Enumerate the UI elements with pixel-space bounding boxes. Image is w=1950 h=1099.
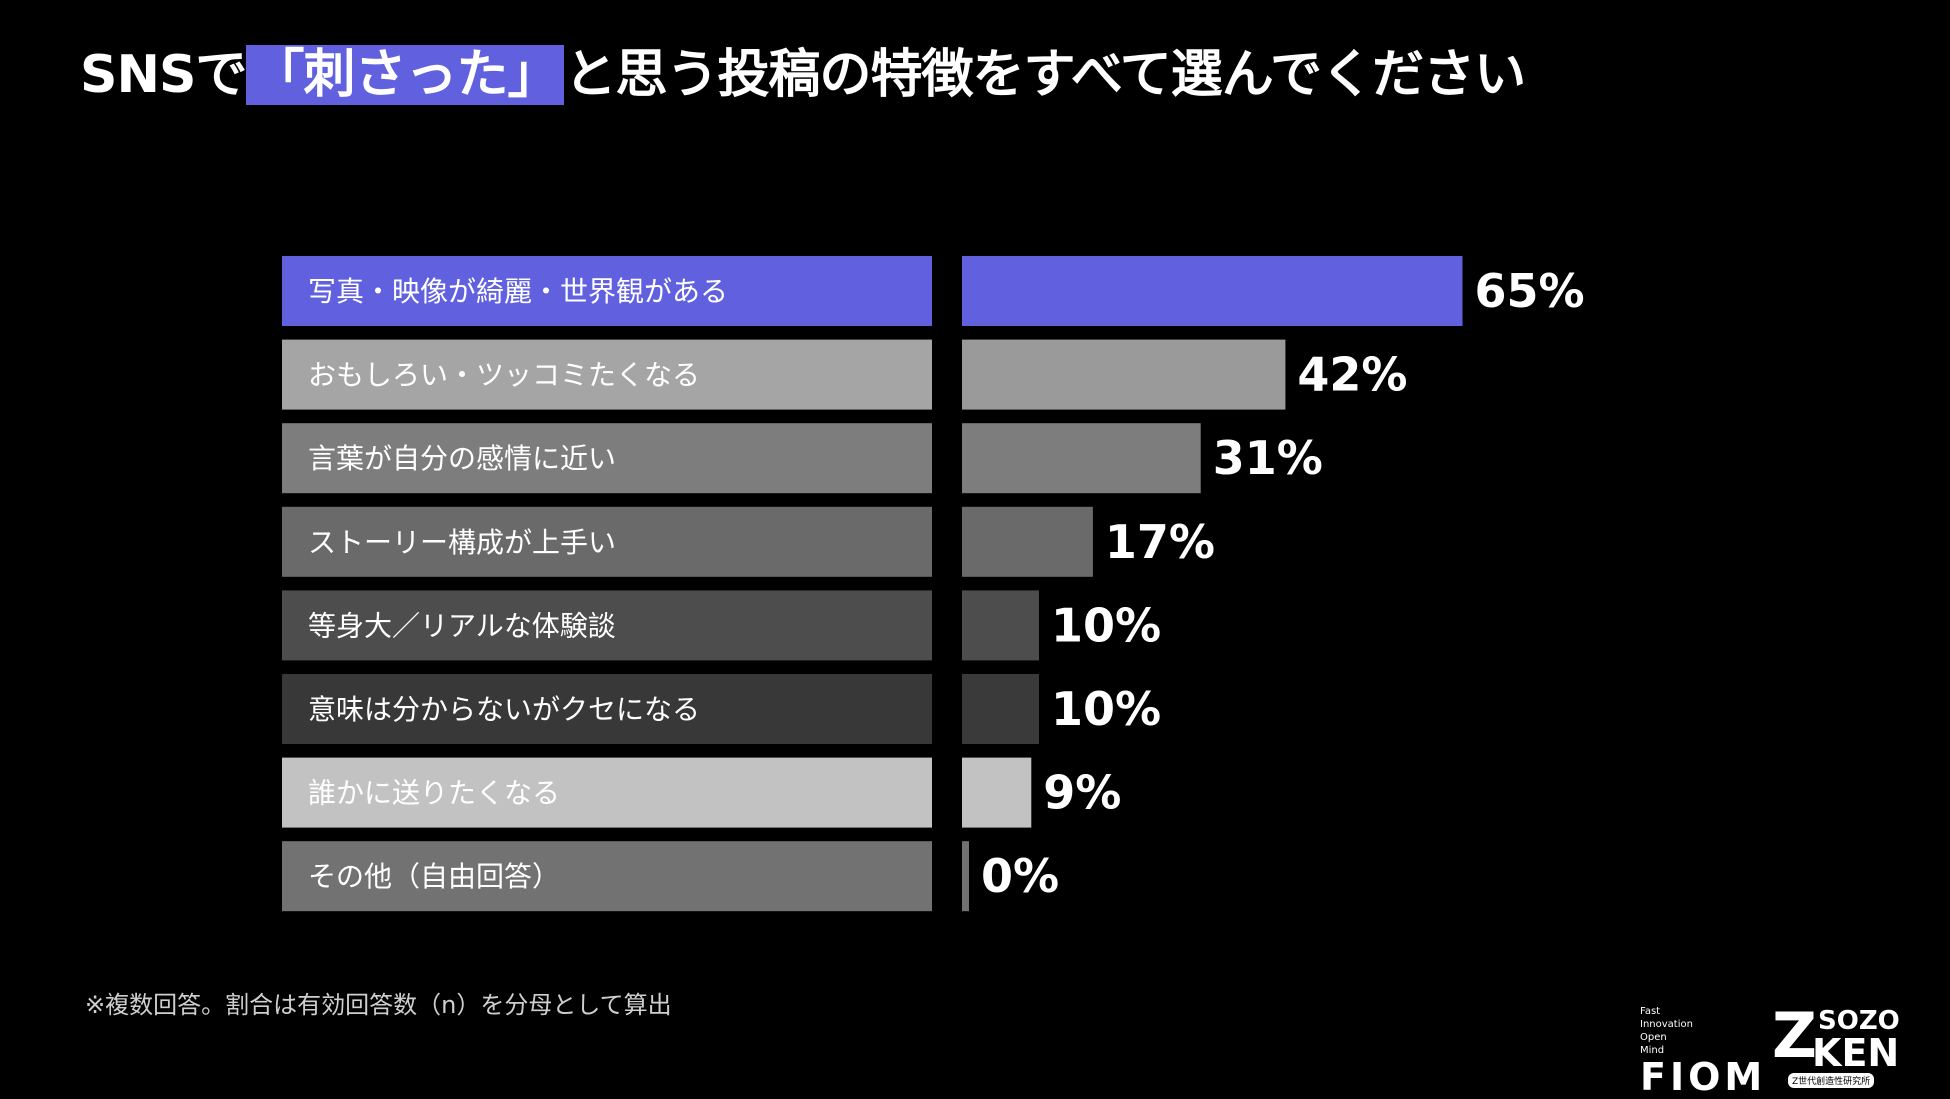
data-label: 10% xyxy=(1051,598,1161,652)
chart-title: SNSで 「刺さった」 と思う投稿の特徴をすべて選んでください xyxy=(80,40,1526,110)
category-label-box xyxy=(282,757,932,828)
data-label: 9% xyxy=(1043,766,1121,820)
category-label-box xyxy=(282,590,932,661)
category-label: 誰かに送りたくなる xyxy=(308,777,560,810)
fiom-wordmark: FIOM xyxy=(1640,1055,1767,1099)
data-label: 31% xyxy=(1213,431,1323,485)
category-label-box xyxy=(282,256,932,326)
fiom-tagline-1: Fast xyxy=(1640,1006,1661,1017)
fiom-tagline-2: Innovation xyxy=(1640,1019,1693,1030)
data-label: 10% xyxy=(1051,682,1161,736)
category-label-box xyxy=(282,841,932,912)
bar xyxy=(962,674,1039,744)
data-label: 65% xyxy=(1475,264,1585,318)
sozo-ken-logo: Z SOZO KEN Z世代創造性研究所 xyxy=(1772,999,1902,1088)
ken-wordmark: KEN xyxy=(1812,1031,1900,1075)
footnote: ※複数回答。割合は有効回答数（n）を分母として算出 xyxy=(85,991,672,1019)
bar xyxy=(962,841,969,912)
bar xyxy=(962,339,1286,410)
sozo-z-mark: Z xyxy=(1772,999,1817,1072)
bar xyxy=(962,506,1093,577)
category-label: ストーリー構成が上手い xyxy=(308,526,616,559)
category-label-box xyxy=(282,423,932,494)
title-prefix: SNSで xyxy=(80,45,247,105)
fiom-tagline-3: Open xyxy=(1640,1032,1667,1043)
category-label: 写真・映像が綺麗・世界観がある xyxy=(308,275,728,308)
data-label: 42% xyxy=(1297,348,1407,402)
category-label: 意味は分からないがクセになる xyxy=(308,693,700,726)
category-label: その他（自由回答） xyxy=(308,860,560,893)
category-label-box xyxy=(282,339,932,410)
data-label: 0% xyxy=(981,849,1059,903)
bar xyxy=(962,590,1039,661)
bar xyxy=(962,423,1201,494)
category-label: 等身大／リアルな体験談 xyxy=(308,609,616,642)
sozo-caption: Z世代創造性研究所 xyxy=(1788,1073,1875,1088)
bar xyxy=(962,256,1463,326)
data-label: 17% xyxy=(1105,515,1215,569)
category-label: 言葉が自分の感情に近い xyxy=(308,442,616,475)
title-highlight: 「刺さった」 xyxy=(246,45,565,105)
category-label-box xyxy=(282,506,932,577)
sozo-wordmark: SOZO xyxy=(1818,1006,1900,1036)
fiom-tagline-4: Mind xyxy=(1640,1045,1665,1056)
bar xyxy=(962,757,1032,828)
fiom-logo: Fast Innovation Open Mind FIOM xyxy=(1640,1005,1762,1097)
title-suffix: と思う投稿の特徴をすべて選んでください xyxy=(564,45,1526,105)
category-label: おもしろい・ツッコミたくなる xyxy=(308,359,700,392)
category-label-box xyxy=(282,674,932,744)
